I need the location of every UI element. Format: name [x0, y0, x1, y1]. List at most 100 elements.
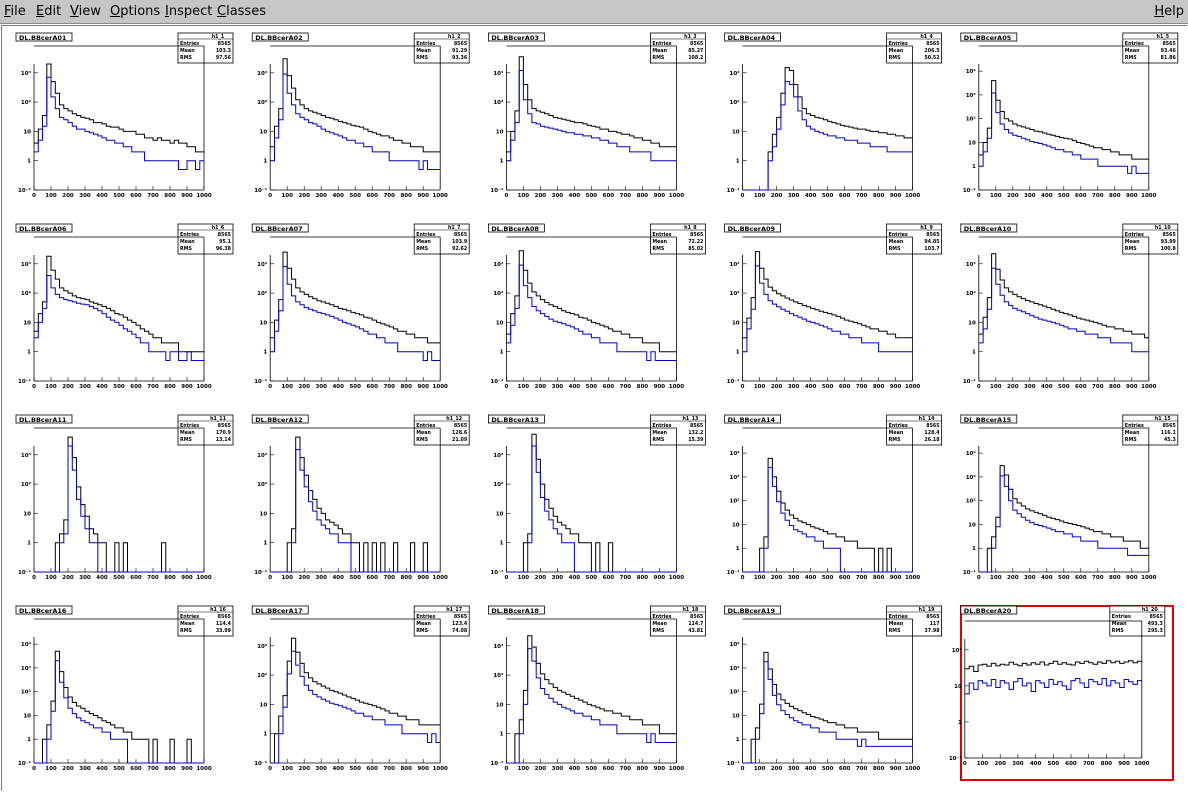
- histogram-pad-18[interactable]: DL.BBcerA18 h1_18 Entries 8565 Mean 114.7 RMS 4…: [487, 605, 706, 772]
- histogram-pad-15[interactable]: DL.BBcerA15 h1_15 Entries 8565 Mean 116.1 RMS 4…: [960, 414, 1179, 581]
- y-tick-label: 10⁻¹: [963, 187, 977, 194]
- x-tick-label: 300: [788, 384, 800, 390]
- histogram-pad-14[interactable]: DL.BBcerA14 h1_14 Entries 8565 Mean 128.4 RMS 2…: [724, 414, 942, 581]
- histogram-pad-10[interactable]: DL.BBcerA10 h1_10 Entries 8565 Mean 93.99 RMS 1…: [960, 223, 1179, 390]
- y-tick-label: 1: [972, 546, 976, 552]
- stats-value: 8565: [218, 232, 231, 238]
- x-tick-label: 900: [417, 575, 429, 581]
- menu-inspect[interactable]: Inspect: [165, 4, 213, 19]
- stats-box: h1_1 Entries 8565 Mean 103.3 RMS 97.56: [177, 32, 234, 64]
- histogram-line-cut: [964, 678, 1142, 695]
- histogram-pad-6[interactable]: DL.BBcerA06 h1_6 Entries 8565 Mean 95.1 RMS 96.…: [15, 223, 234, 390]
- y-tick-label: 10²: [257, 672, 268, 679]
- y-tick-label: 10³: [966, 92, 977, 99]
- histogram-pad-7[interactable]: DL.BBcerA07 h1_7 Entries 8565 Mean 103.9 RMS 92…: [251, 223, 470, 390]
- pad-title-text: DL.BBcerA12: [255, 416, 302, 424]
- stats-box: h1_13 Entries 8565 Mean 132.2 RMS 15.39: [649, 414, 706, 446]
- y-tick-label: 10⁻¹: [254, 760, 268, 767]
- x-tick-label: 600: [839, 384, 851, 390]
- x-tick-label: 900: [890, 193, 902, 199]
- menu-options[interactable]: Options: [110, 4, 161, 19]
- histogram-grid: DL.BBcerA01 h1_1 Entries 8565 Mean 103.3 RMS 97…: [15, 32, 1179, 781]
- stats-label: RMS: [180, 628, 192, 634]
- stats-name: h1_6: [212, 225, 225, 231]
- histogram-pad-13[interactable]: DL.BBcerA13 h1_13 Entries 8565 Mean 132.2 RMS 1…: [487, 414, 706, 581]
- histogram-pad-4[interactable]: DL.BBcerA04 h1_4 Entries 8565 Mean 206.5 RMS 50…: [724, 32, 942, 199]
- x-tick-label: 300: [1024, 384, 1036, 390]
- y-tick-label: 10²: [21, 481, 32, 488]
- y-tick-label: 1: [500, 541, 504, 547]
- x-tick-label: 400: [569, 384, 581, 390]
- histogram-pad-16[interactable]: DL.BBcerA16 h1_16 Entries 8565 Mean 114.4 RMS 3…: [15, 605, 234, 772]
- menu-help[interactable]: Help: [1154, 4, 1184, 19]
- histogram-pad-8[interactable]: DL.BBcerA08 h1_8 Entries 8565 Mean 72.22 RMS 85…: [487, 223, 706, 390]
- histogram-pad-19[interactable]: DL.BBcerA19 h1_19 Entries 8565 Mean 117 RMS 37.…: [724, 605, 942, 772]
- x-tick-label: 1000: [433, 575, 448, 581]
- pad-title-text: DL.BBcerA03: [491, 34, 538, 42]
- x-tick-label: 200: [771, 384, 783, 390]
- y-tick-label: 10: [23, 713, 31, 719]
- x-tick-label: 400: [1041, 575, 1053, 581]
- histogram-pad-12[interactable]: DL.BBcerA12 h1_12 Entries 8565 Mean 128.6 RMS 2…: [251, 414, 470, 581]
- histogram-line-cut: [270, 650, 441, 764]
- x-tick-label: 500: [586, 575, 598, 581]
- x-tick-label: 600: [603, 766, 615, 772]
- histogram-pad-2[interactable]: DL.BBcerA02 h1_2 Entries 8565 Mean 91.29 RMS 93…: [251, 32, 470, 199]
- pad-title-box: [15, 32, 73, 42]
- stats-value: 8565: [926, 614, 939, 620]
- stats-value: 93.46: [1161, 48, 1177, 54]
- x-tick-label: 700: [620, 193, 632, 199]
- x-tick-label: 100: [45, 384, 57, 390]
- stats-label: Mean: [652, 430, 667, 436]
- stats-value: 8565: [1162, 423, 1175, 429]
- menu-file[interactable]: File: [4, 4, 26, 19]
- stats-box-frame: [649, 605, 706, 637]
- y-tick-label: 1: [27, 350, 31, 356]
- x-tick-label: 1000: [669, 193, 684, 199]
- x-tick-label: 400: [96, 384, 108, 390]
- histogram-pad-11[interactable]: DL.BBcerA11 h1_11 Entries 8565 Mean 170.9 RMS 1…: [15, 414, 234, 581]
- x-tick-label: 100: [281, 575, 293, 581]
- stats-value: 128.4: [924, 430, 940, 436]
- histogram-pad-5[interactable]: DL.BBcerA05 h1_5 Entries 8565 Mean 93.46 RMS 81…: [960, 32, 1179, 199]
- y-tick-label: 1: [27, 737, 31, 743]
- pad-title-box: [487, 223, 545, 233]
- menu-edit[interactable]: Edit: [36, 4, 62, 19]
- y-tick-label: 10⁻¹: [18, 378, 32, 385]
- histogram-pad-20[interactable]: DL.BBcerA20 h1_20 Entries 8565 Mean 493.3 RMS 2…: [949, 605, 1174, 781]
- x-tick-label: 600: [366, 766, 378, 772]
- x-tick-label: 700: [1092, 193, 1104, 199]
- histogram-pad-1[interactable]: DL.BBcerA01 h1_1 Entries 8565 Mean 103.3 RMS 97…: [15, 32, 234, 199]
- histogram-pad-17[interactable]: DL.BBcerA17 h1_17 Entries 8565 Mean 123.4 RMS 7…: [251, 605, 470, 772]
- stats-name: h1_13: [682, 416, 698, 422]
- stats-label: RMS: [889, 55, 901, 61]
- y-tick-label: 10²: [257, 290, 268, 297]
- pad-title: DL.BBcerA14: [724, 414, 781, 424]
- stats-name: h1_5: [1157, 34, 1170, 40]
- menu-view[interactable]: View: [70, 4, 101, 19]
- stats-label: RMS: [652, 437, 664, 443]
- x-tick-label: 300: [788, 575, 800, 581]
- canvas[interactable]: DL.BBcerA01 h1_1 Entries 8565 Mean 103.3 RMS 97…: [1, 26, 1187, 790]
- stats-label: RMS: [1125, 437, 1137, 443]
- x-tick-label: 900: [1126, 575, 1138, 581]
- stats-value: 81.86: [1161, 55, 1177, 61]
- y-tick-label: 10⁻¹: [18, 760, 32, 767]
- x-tick-label: 800: [1109, 384, 1121, 390]
- x-tick-label: 1000: [196, 575, 211, 581]
- x-tick-label: 100: [990, 575, 1002, 581]
- x-tick-label: 600: [603, 193, 615, 199]
- y-tick-label: 1: [500, 159, 504, 165]
- x-tick-label: 900: [181, 384, 193, 390]
- stats-box-frame: [886, 414, 942, 446]
- pad-title: DL.BBcerA15: [960, 414, 1018, 424]
- x-tick-label: 800: [637, 193, 649, 199]
- menu-classes[interactable]: Classes: [217, 4, 266, 19]
- y-tick-label: 10⁴: [21, 641, 32, 648]
- x-tick-label: 800: [400, 575, 412, 581]
- x-tick-label: 700: [856, 575, 868, 581]
- pad-title-box: [251, 223, 309, 233]
- stats-name: h1_9: [920, 225, 933, 231]
